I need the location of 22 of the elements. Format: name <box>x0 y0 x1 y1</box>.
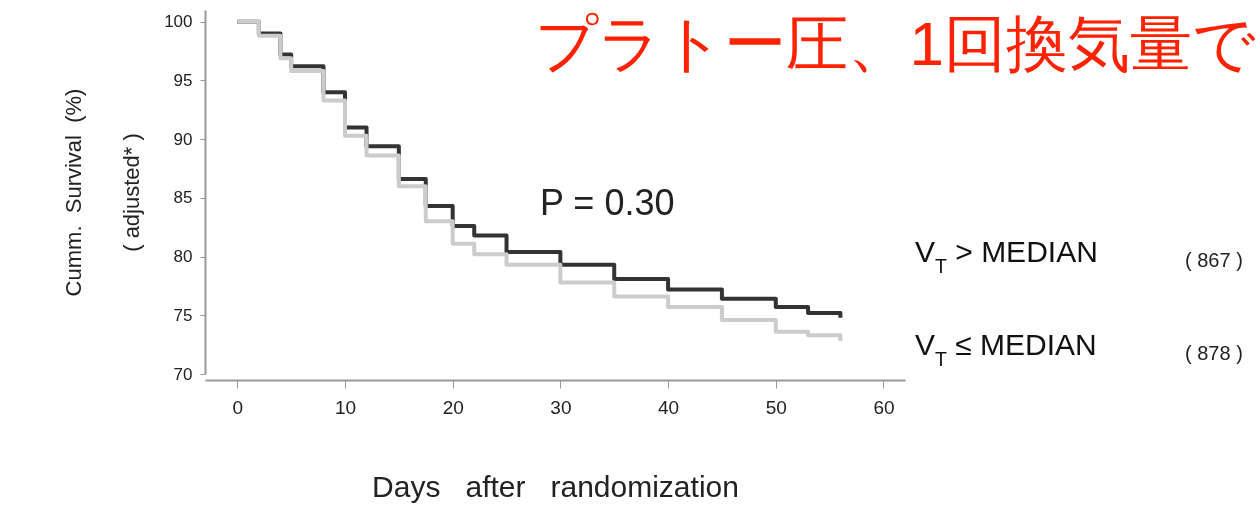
x-tick-label: 10 <box>334 396 357 418</box>
text: V$_{T}$ ≤ MEDIAN <box>915 328 1097 370</box>
y-tick-label: 95 <box>173 70 193 90</box>
annotation: P = 0.30 <box>540 182 675 223</box>
x-axis-title: Days after randomization <box>372 469 739 503</box>
x-tick-label: 40 <box>658 396 680 418</box>
y-tick-label: 80 <box>173 247 193 267</box>
x-tick-label: 30 <box>550 396 572 418</box>
y-tick-label: 100 <box>164 12 193 32</box>
y-tick-label: 90 <box>173 129 193 149</box>
x-tick-label: 20 <box>442 396 464 418</box>
chart-title: プラトー圧、1回換気量で <box>534 9 1256 78</box>
y-tick-label: 70 <box>173 364 193 384</box>
text: V$_{T}$ > MEDIAN <box>915 235 1098 277</box>
x-tick-label: 60 <box>873 396 895 418</box>
x-tick-label: 0 <box>232 396 244 418</box>
text: Cumm. Survival (%) ( adjusted* ) <box>61 88 145 297</box>
y-tick-label: 85 <box>173 188 193 208</box>
y-tick-label: 75 <box>173 305 193 325</box>
text: ( 878 ) <box>1185 342 1243 364</box>
text: ( 867 ) <box>1185 249 1243 271</box>
x-tick-label: 50 <box>765 396 787 418</box>
